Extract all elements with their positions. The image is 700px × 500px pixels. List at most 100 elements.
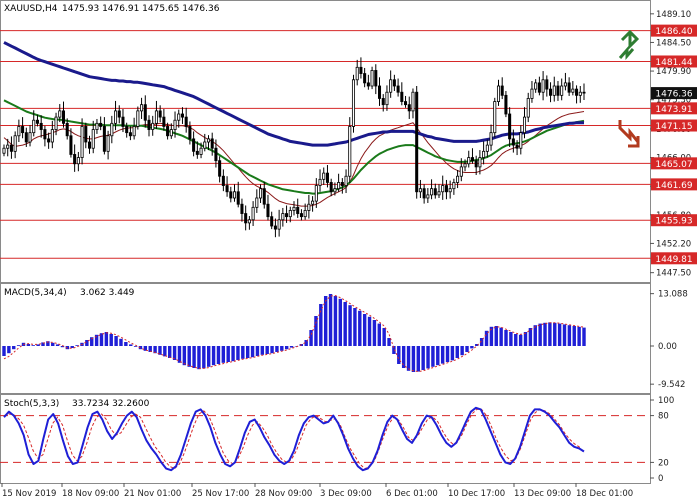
time-tick-label: 6 Dec 01:00 xyxy=(386,489,438,499)
candle-body xyxy=(389,79,393,93)
candle-body xyxy=(549,88,553,96)
level-tag-value: 1473.91 xyxy=(655,105,692,115)
time-tick-label: 10 Dec 17:00 xyxy=(448,489,505,499)
macd-bar xyxy=(55,344,60,346)
candle-body xyxy=(247,219,251,224)
macd-bar xyxy=(333,296,338,346)
macd-bar xyxy=(582,327,586,346)
macd-bar xyxy=(280,346,284,351)
macd-bar xyxy=(475,344,479,346)
macd-bar xyxy=(70,346,74,348)
candle-body xyxy=(511,138,515,146)
candle-body xyxy=(296,206,300,214)
macd-bar xyxy=(241,346,245,359)
candle-body xyxy=(285,213,289,218)
macd-bar xyxy=(31,345,35,346)
candle-body xyxy=(50,129,54,143)
candle-body xyxy=(311,200,315,205)
candle-body xyxy=(281,213,285,221)
macd-bar xyxy=(255,346,260,356)
candle-body xyxy=(28,132,32,143)
stochastic-axis: 100 80 20 0 xyxy=(650,396,674,484)
macd-bar xyxy=(319,304,323,346)
level-tag-value: 1481.44 xyxy=(655,58,692,68)
candle-body xyxy=(154,110,158,124)
candle-body xyxy=(437,191,441,196)
stochastic-panel[interactable]: 100 80 20 0 Stoch(5,3,3) 33.7234 32.2600 xyxy=(0,394,674,485)
time-tick-label: 18 Nov 09:00 xyxy=(62,489,119,499)
candle-body xyxy=(545,79,549,90)
candle-body xyxy=(415,91,419,193)
candle-body xyxy=(430,188,434,196)
candle-body xyxy=(485,144,489,152)
macd-bar xyxy=(304,340,308,346)
ohlc-readout: 1475.93 1476.91 1475.65 1476.36 xyxy=(62,4,220,14)
macd-bar xyxy=(377,323,381,346)
price-panel[interactable]: 1489.101484.501479.901475.301470.601466.… xyxy=(0,0,697,283)
candle-body xyxy=(106,135,110,152)
candle-body xyxy=(24,132,28,143)
candle-body xyxy=(522,116,527,134)
stochastic-tick-label: 80 xyxy=(658,412,669,422)
candle-body xyxy=(218,160,222,177)
candle-body xyxy=(426,194,430,199)
candle-body xyxy=(128,132,132,137)
macd-bar xyxy=(109,334,113,346)
macd-bar xyxy=(328,294,333,346)
level-tag-box xyxy=(651,178,697,191)
macd-bar xyxy=(85,340,89,346)
price-tick-label: 1452.20 xyxy=(656,239,691,249)
candle-body xyxy=(58,110,62,118)
candle-body xyxy=(482,150,486,158)
candle-body xyxy=(195,150,199,155)
candle-body xyxy=(39,122,43,130)
stochastic-lines xyxy=(0,406,650,472)
candle-body xyxy=(229,191,233,199)
macd-tick-label: -9.542 xyxy=(658,380,685,390)
candle-body xyxy=(463,163,467,168)
macd-bar xyxy=(479,338,484,346)
candle-body xyxy=(404,101,408,106)
level-tag-box xyxy=(651,214,697,227)
candle-body xyxy=(530,88,534,99)
macd-bar xyxy=(440,346,445,364)
macd-axis: 13.088 0.00 -9.542 xyxy=(650,290,688,390)
macd-bar xyxy=(12,346,16,350)
candle-body xyxy=(563,82,567,87)
candle-body xyxy=(225,185,229,193)
candle-body xyxy=(2,147,6,154)
candle-body xyxy=(340,182,344,186)
price-tick-label: 1479.90 xyxy=(656,67,691,77)
macd-bar xyxy=(416,346,420,372)
macd-bar xyxy=(75,345,79,346)
stochastic-readout: 33.7234 32.2600 xyxy=(72,399,150,409)
macd-bar xyxy=(509,332,513,346)
macd-bar xyxy=(450,346,455,361)
macd-title: MACD(5,34,4) xyxy=(4,288,67,298)
macd-bar xyxy=(421,346,425,370)
macd-bar xyxy=(411,346,416,372)
candle-body xyxy=(102,126,106,152)
macd-bar xyxy=(90,337,94,346)
candle-body xyxy=(418,188,422,193)
time-tick-label: 15 Nov 2019 xyxy=(2,489,56,499)
macd-bar xyxy=(168,346,172,358)
candle-body xyxy=(277,219,281,230)
macd-panel[interactable]: 13.088 0.00 -9.542 MACD(5,34,4) 3.062 3.44… xyxy=(0,283,688,394)
candle-body xyxy=(575,88,579,96)
candle-body xyxy=(567,82,571,93)
time-axis: 15 Nov 2019 18 Nov 09:00 21 Nov 01:00 25 No… xyxy=(1,483,633,499)
candle-body xyxy=(560,85,564,96)
candle-body xyxy=(210,138,214,149)
level-tag-value: 1449.81 xyxy=(655,255,692,265)
macd-bar xyxy=(99,333,104,346)
macd-bar xyxy=(231,346,235,362)
macd-bar xyxy=(343,302,347,346)
price-header: XAUUSD,H4 1475.93 1476.91 1475.65 1476.3… xyxy=(4,4,220,14)
candle-body xyxy=(244,213,248,224)
candle-body xyxy=(504,94,508,115)
macd-bar xyxy=(16,345,21,346)
candle-body xyxy=(143,104,147,121)
candle-body xyxy=(489,132,493,146)
